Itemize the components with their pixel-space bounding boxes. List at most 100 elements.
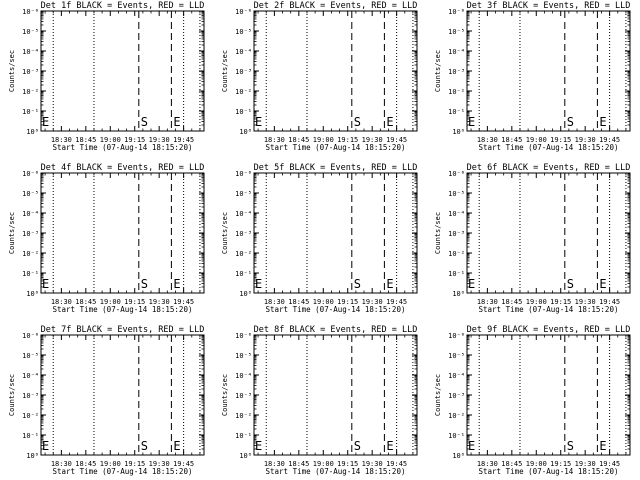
y-tick-label: 10⁻⁵	[448, 28, 465, 36]
chart-panel: Det 6f BLACK = Events, RED = LLD 10⁰ 10⁻¹ 1…	[434, 163, 631, 314]
y-tick-label: 10⁰	[452, 452, 465, 460]
x-tick-label: 19:00	[100, 136, 121, 144]
y-tick-label: 10⁻⁴	[22, 372, 39, 380]
y-tick-label: 10⁰	[26, 128, 39, 136]
x-tick-label: 19:00	[526, 460, 547, 468]
event-marker-label: E	[173, 439, 180, 453]
y-axis-label: Counts/sec	[221, 50, 229, 92]
x-axis-label: Start Time (07-Aug-14 18:15:20)	[266, 143, 406, 152]
x-tick-label: 19:15	[550, 136, 571, 144]
y-tick-label: 10⁻³	[235, 68, 252, 76]
y-tick-label: 10⁻⁵	[448, 352, 465, 360]
x-tick-label: 19:30	[362, 136, 383, 144]
plot-frame	[40, 334, 205, 456]
x-tick-label: 19:30	[149, 136, 170, 144]
y-tick-label: 10⁻¹	[448, 108, 465, 116]
x-tick-label: 19:00	[313, 460, 334, 468]
plot-frame	[253, 10, 418, 132]
y-tick-label: 10⁰	[452, 290, 465, 298]
event-marker-label: E	[468, 439, 475, 453]
x-tick-label: 19:30	[575, 298, 596, 306]
event-marker-label: S	[567, 439, 574, 453]
x-tick-label: 19:45	[386, 136, 407, 144]
y-tick-label: 10⁻⁶	[235, 332, 252, 340]
y-tick-label: 10⁻⁴	[22, 48, 39, 56]
y-tick-label: 10⁰	[239, 128, 252, 136]
y-tick-label: 10⁻⁶	[448, 332, 465, 340]
x-tick-label: 19:45	[599, 298, 620, 306]
event-marker-label: E	[386, 115, 393, 129]
plot-frame	[40, 10, 205, 132]
event-marker-label: E	[173, 115, 180, 129]
chart-panel: Det 3f BLACK = Events, RED = LLD 10⁰ 10⁻¹ 1…	[434, 1, 631, 152]
chart-panel: Det 9f BLACK = Events, RED = LLD 10⁰ 10⁻¹ 1…	[434, 325, 631, 476]
y-tick-label: 10⁻⁵	[235, 352, 252, 360]
x-axis-label: Start Time (07-Aug-14 18:15:20)	[479, 305, 619, 314]
y-tick-label: 10⁻⁶	[448, 170, 465, 178]
x-tick-label: 19:45	[173, 460, 194, 468]
y-tick-label: 10⁻²	[448, 250, 465, 258]
event-marker-label: E	[42, 277, 49, 291]
x-tick-label: 18:45	[501, 460, 522, 468]
chart-panel: Det 4f BLACK = Events, RED = LLD 10⁰ 10⁻¹ 1…	[8, 163, 205, 314]
chart-title: Det 9f BLACK = Events, RED = LLD	[467, 325, 631, 335]
event-marker-label: E	[468, 277, 475, 291]
y-tick-label: 10⁻⁶	[235, 8, 252, 16]
y-tick-label: 10⁻³	[448, 392, 465, 400]
y-tick-label: 10⁻⁶	[22, 8, 39, 16]
event-marker-label: S	[354, 439, 361, 453]
x-tick-label: 19:00	[313, 136, 334, 144]
chart-title: Det 2f BLACK = Events, RED = LLD	[254, 1, 418, 11]
x-tick-label: 19:15	[550, 298, 571, 306]
event-marker-label: E	[255, 277, 262, 291]
y-tick-label: 10⁻⁴	[448, 210, 465, 218]
y-tick-label: 10⁻¹	[235, 432, 252, 440]
y-tick-label: 10⁻⁵	[22, 28, 39, 36]
chart-title: Det 3f BLACK = Events, RED = LLD	[467, 1, 631, 11]
x-tick-label: 18:30	[51, 136, 72, 144]
plot-frame	[466, 172, 631, 294]
x-tick-label: 19:00	[100, 298, 121, 306]
y-tick-label: 10⁻³	[448, 68, 465, 76]
chart-panel: Det 7f BLACK = Events, RED = LLD 10⁰ 10⁻¹ 1…	[8, 325, 205, 476]
x-tick-label: 19:30	[149, 460, 170, 468]
plot-frame	[466, 334, 631, 456]
x-axis-label: Start Time (07-Aug-14 18:15:20)	[479, 143, 619, 152]
event-marker-label: S	[354, 115, 361, 129]
x-tick-label: 19:45	[386, 460, 407, 468]
x-tick-label: 18:45	[288, 136, 309, 144]
y-tick-label: 10⁰	[239, 452, 252, 460]
x-axis-label: Start Time (07-Aug-14 18:15:20)	[53, 143, 193, 152]
x-tick-label: 18:30	[264, 460, 285, 468]
y-tick-label: 10⁻⁶	[235, 170, 252, 178]
x-tick-label: 19:15	[124, 298, 145, 306]
event-marker-label: S	[141, 277, 148, 291]
y-tick-label: 10⁻¹	[22, 432, 39, 440]
x-tick-label: 18:30	[51, 460, 72, 468]
x-tick-label: 18:30	[264, 136, 285, 144]
plot-frame	[253, 334, 418, 456]
plot-frame	[466, 10, 631, 132]
y-tick-label: 10⁰	[26, 290, 39, 298]
x-axis-label: Start Time (07-Aug-14 18:15:20)	[53, 467, 193, 476]
y-tick-label: 10⁻⁵	[22, 190, 39, 198]
event-marker-label: E	[255, 115, 262, 129]
y-tick-label: 10⁻⁵	[235, 190, 252, 198]
event-marker-label: S	[567, 115, 574, 129]
y-tick-label: 10⁻²	[22, 250, 39, 258]
event-marker-label: E	[599, 439, 606, 453]
x-tick-label: 19:45	[173, 298, 194, 306]
x-tick-label: 19:15	[124, 136, 145, 144]
event-marker-label: E	[386, 439, 393, 453]
x-tick-label: 19:45	[599, 136, 620, 144]
x-tick-label: 18:45	[501, 136, 522, 144]
y-tick-label: 10⁻⁶	[22, 332, 39, 340]
chart-title: Det 1f BLACK = Events, RED = LLD	[41, 1, 205, 11]
y-tick-label: 10⁻¹	[448, 270, 465, 278]
y-tick-label: 10⁻¹	[235, 108, 252, 116]
y-tick-label: 10⁻¹	[235, 270, 252, 278]
y-tick-label: 10⁻⁶	[448, 8, 465, 16]
x-tick-label: 18:45	[501, 298, 522, 306]
event-marker-label: E	[255, 439, 262, 453]
x-tick-label: 18:45	[75, 136, 96, 144]
